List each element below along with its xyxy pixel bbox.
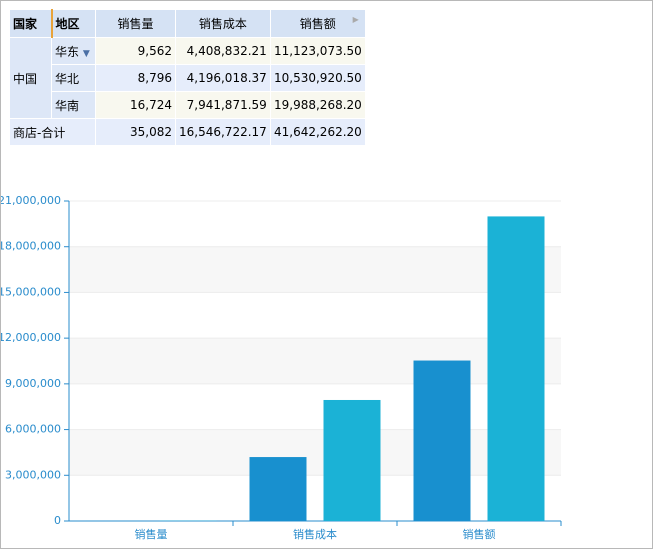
y-tick-label: 15,000,000 (1, 285, 61, 298)
cell: 华南 (51, 91, 96, 119)
bar (323, 399, 381, 521)
cell: 35,082 (95, 118, 176, 146)
group-cell: 中国 (9, 37, 52, 119)
cell: 4,196,018.37 (175, 64, 271, 92)
grid-band (69, 429, 561, 476)
cell: 华北 (51, 64, 96, 92)
cell: 19,988,268.20 (269, 91, 366, 119)
y-tick-label: 9,000,000 (5, 377, 61, 390)
y-tick-label: 21,000,000 (1, 194, 61, 207)
header[interactable]: 国家 (9, 9, 52, 38)
dropdown[interactable]: ▼ (82, 48, 90, 59)
y-tick-label: 18,000,000 (1, 240, 61, 253)
y-tick-label: 3,000,000 (5, 468, 61, 481)
y-tick-label: 12,000,000 (1, 331, 61, 344)
bar (487, 216, 545, 521)
total-label: 商店-合计 (9, 118, 96, 146)
x-tick-label: 销售成本 (293, 527, 337, 541)
cell: 16,546,722.17 (175, 118, 271, 146)
cell: 8,796 (95, 64, 176, 92)
y-tick-label: 0 (54, 514, 61, 527)
cell: 9,562 (95, 37, 176, 65)
cell: 16,724 (95, 91, 176, 119)
cell[interactable]: 华东 ▼ (51, 37, 96, 65)
grid-band (69, 246, 561, 293)
cell: 10,530,920.50 (269, 64, 366, 92)
arrow[interactable]: ▶ (352, 15, 359, 24)
bar (249, 457, 307, 521)
bar (413, 360, 471, 521)
pivot-table: 国家 地区 销售量 销售成本 销售额 ▶ 中国 华东 ▼ 9,562 4,408,… (9, 9, 366, 146)
x-tick-label: 销售量 (135, 527, 168, 541)
header[interactable]: 销售成本 (175, 9, 271, 38)
cell: 41,642,262.20 (269, 118, 366, 146)
header-text: 销售额 (299, 17, 336, 31)
cell: 4,408,832.21 (175, 37, 271, 65)
cell-text: 华东 (55, 44, 80, 59)
y-tick-label: 6,000,000 (5, 423, 61, 436)
cell: 11,123,073.50 (269, 37, 366, 65)
grid-band (69, 338, 561, 384)
x-tick-label: 销售额 (463, 527, 496, 541)
header[interactable]: 销售额 ▶ (269, 9, 366, 38)
